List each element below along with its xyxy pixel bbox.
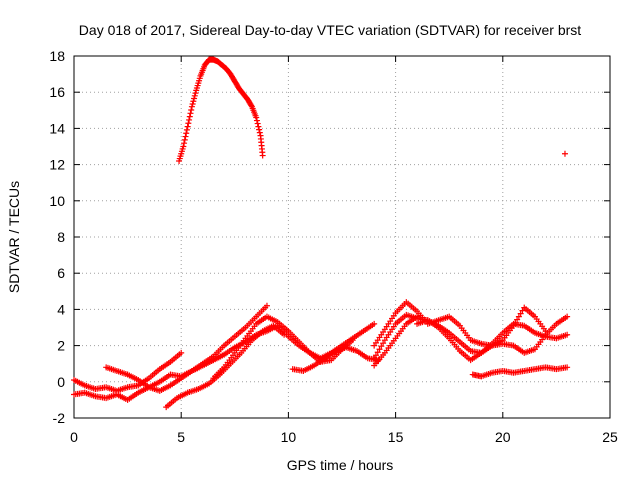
data-point	[564, 313, 571, 320]
data-point	[564, 364, 571, 371]
data-point	[263, 302, 270, 309]
data-point	[519, 307, 526, 314]
x-tick-label: 0	[70, 429, 78, 445]
data-point	[564, 331, 571, 338]
series-isolated	[561, 150, 568, 157]
x-tick-label: 5	[177, 429, 185, 445]
data-point	[183, 126, 190, 133]
data-point	[188, 103, 195, 110]
series-arc-l	[371, 313, 421, 369]
data-point	[183, 130, 190, 137]
data-point	[510, 322, 517, 329]
y-tick-label: 6	[57, 265, 65, 281]
series-arc-i	[371, 299, 571, 356]
data-point	[259, 152, 266, 159]
data-point	[187, 110, 194, 117]
data-point	[371, 355, 378, 362]
data-point	[371, 320, 378, 327]
data-point	[185, 120, 192, 127]
data-point	[255, 123, 262, 130]
data-point	[184, 123, 191, 130]
y-tick-label: 10	[49, 193, 65, 209]
data-point	[380, 340, 387, 347]
data-point	[186, 116, 193, 123]
x-tick-label: 20	[495, 429, 511, 445]
data-point	[192, 90, 199, 97]
data-point	[181, 140, 188, 147]
data-point	[254, 120, 261, 127]
data-point	[178, 349, 185, 356]
data-point	[191, 95, 198, 102]
series-arc-high	[176, 56, 266, 164]
series-arc-k	[469, 364, 571, 380]
data-point	[256, 129, 263, 136]
x-tick-label: 10	[281, 429, 297, 445]
series-arc-d	[163, 322, 288, 411]
x-axis-label: GPS time / hours	[287, 457, 394, 473]
data-point	[256, 126, 263, 133]
series-arc-h	[371, 311, 571, 362]
data-point	[181, 136, 188, 143]
y-tick-label: 16	[49, 84, 65, 100]
data-points	[71, 56, 571, 411]
data-point	[188, 106, 195, 113]
data-point	[542, 328, 549, 335]
y-tick-label: 8	[57, 229, 65, 245]
y-tick-label: 2	[57, 338, 65, 354]
chart-title: Day 018 of 2017, Sidereal Day-to-day VTE…	[79, 22, 581, 38]
y-tick-label: 12	[49, 157, 65, 173]
data-point	[515, 313, 522, 320]
data-point	[375, 357, 382, 364]
data-point	[349, 337, 356, 344]
data-point	[191, 92, 198, 99]
data-point	[378, 343, 385, 350]
data-point	[248, 102, 255, 109]
data-point	[186, 113, 193, 120]
data-point	[561, 150, 568, 157]
grid	[73, 55, 611, 419]
y-tick-label: 14	[49, 120, 65, 136]
data-point	[512, 319, 519, 326]
data-point	[514, 316, 521, 323]
y-tick-label: -2	[53, 410, 66, 426]
y-tick-label: 18	[49, 48, 65, 64]
data-point	[253, 114, 260, 121]
data-point	[189, 100, 196, 107]
series-arc-j	[414, 304, 549, 364]
data-point	[372, 352, 379, 359]
data-point	[517, 310, 524, 317]
y-tick-label: 0	[57, 374, 65, 390]
series-arc-g	[289, 344, 382, 374]
data-point	[190, 98, 197, 105]
data-point	[182, 133, 189, 140]
data-point	[376, 346, 383, 353]
data-point	[253, 117, 260, 124]
y-axis-label: SDTVAR / TECUs	[6, 181, 22, 293]
data-point	[374, 349, 381, 356]
data-point	[180, 143, 187, 150]
x-tick-label: 15	[388, 429, 404, 445]
y-tick-label: 4	[57, 301, 65, 317]
x-tick-label: 25	[602, 429, 618, 445]
data-point	[414, 313, 421, 320]
